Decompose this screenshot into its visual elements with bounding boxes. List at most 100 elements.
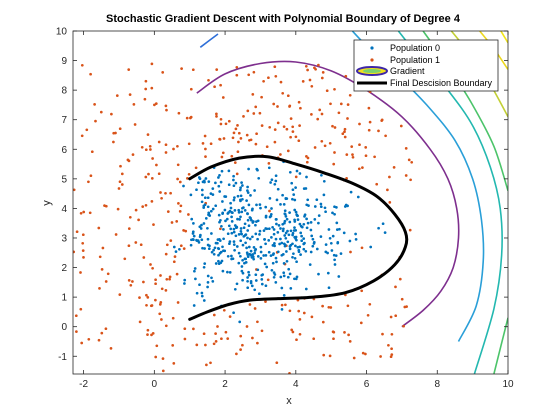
population-1-point — [301, 80, 305, 83]
population-1-point — [131, 153, 135, 156]
population-1-point — [333, 126, 337, 129]
population-0-point — [335, 228, 339, 231]
population-1-point — [90, 150, 94, 154]
population-0-point — [201, 180, 205, 184]
population-0-point — [232, 311, 235, 315]
population-0-point — [263, 262, 267, 266]
population-0-point — [219, 250, 223, 254]
population-1-point — [144, 203, 148, 207]
population-1-point — [157, 140, 161, 144]
population-1-point — [87, 337, 91, 341]
population-0-point — [343, 205, 347, 208]
population-0-point — [211, 207, 215, 211]
population-1-point — [346, 103, 350, 106]
population-0-point — [317, 272, 320, 276]
population-1-point — [235, 352, 238, 356]
population-1-point — [241, 343, 244, 347]
population-1-point — [219, 117, 223, 121]
population-0-point — [241, 197, 244, 201]
population-0-point — [252, 246, 256, 249]
population-0-point — [239, 194, 243, 198]
population-1-point — [179, 204, 183, 208]
population-0-point — [210, 250, 214, 254]
population-1-point — [215, 115, 218, 118]
legend-marker-gradient-inner — [363, 69, 381, 73]
population-0-point — [260, 278, 264, 281]
population-1-point — [343, 331, 346, 334]
population-0-point — [240, 210, 244, 214]
population-1-point — [142, 256, 146, 259]
population-0-point — [246, 218, 250, 222]
population-0-point — [326, 271, 330, 275]
population-1-point — [347, 333, 350, 337]
population-1-point — [166, 210, 170, 213]
population-1-point — [366, 313, 370, 317]
population-0-point — [369, 245, 373, 249]
population-0-point — [192, 304, 196, 307]
population-1-point — [81, 249, 85, 252]
population-0-point — [202, 222, 206, 225]
population-0-point — [237, 211, 241, 214]
population-0-point — [191, 232, 195, 235]
population-0-point — [247, 167, 250, 171]
population-1-point — [267, 76, 270, 80]
population-1-point — [131, 280, 134, 283]
population-0-point — [260, 282, 264, 286]
population-1-point — [186, 177, 189, 180]
population-1-point — [80, 341, 84, 345]
population-0-point — [246, 276, 249, 279]
population-0-point — [252, 257, 256, 261]
population-1-point — [97, 338, 101, 342]
population-0-point — [335, 221, 339, 225]
population-1-point — [276, 121, 280, 125]
population-1-point — [368, 302, 372, 306]
population-1-point — [226, 337, 230, 340]
population-0-point — [195, 291, 199, 295]
population-0-point — [327, 228, 331, 231]
population-1-point — [175, 272, 179, 276]
population-1-point — [87, 180, 90, 184]
population-1-point — [154, 278, 157, 282]
population-1-point — [280, 303, 284, 307]
population-1-point — [176, 163, 180, 167]
population-0-point — [328, 236, 332, 240]
population-1-point — [332, 162, 336, 166]
population-1-point — [145, 303, 148, 307]
population-1-point — [146, 133, 150, 136]
population-0-point — [195, 238, 198, 242]
population-1-point — [349, 250, 352, 254]
population-1-point — [189, 115, 193, 119]
population-0-point — [230, 254, 233, 258]
population-0-point — [296, 218, 300, 221]
population-0-point — [295, 169, 299, 173]
population-0-point — [244, 257, 248, 261]
decision-boundary-line — [188, 154, 409, 321]
population-1-point — [399, 124, 403, 128]
y-tick-label: 2 — [61, 263, 67, 274]
population-0-point — [322, 193, 326, 197]
population-1-point — [224, 330, 228, 334]
population-1-point — [316, 117, 320, 121]
population-1-point — [286, 149, 290, 153]
population-0-point — [239, 254, 242, 258]
population-0-point — [280, 308, 284, 311]
population-0-point — [288, 220, 292, 224]
population-1-point — [322, 353, 326, 357]
population-0-point — [273, 242, 276, 245]
population-1-point — [195, 343, 199, 347]
population-0-point — [220, 169, 224, 173]
population-0-point — [200, 223, 203, 227]
population-1-point — [279, 80, 283, 84]
population-1-point — [258, 111, 262, 115]
population-0-point — [282, 203, 286, 206]
population-0-point — [259, 245, 263, 249]
population-1-point — [215, 68, 219, 71]
population-0-point — [300, 239, 304, 243]
population-1-point — [248, 303, 252, 306]
population-1-point — [215, 112, 218, 116]
population-1-point — [123, 257, 127, 261]
population-1-point — [209, 142, 213, 146]
population-1-point — [398, 277, 402, 281]
population-1-point — [321, 71, 325, 74]
population-0-point — [232, 243, 236, 246]
